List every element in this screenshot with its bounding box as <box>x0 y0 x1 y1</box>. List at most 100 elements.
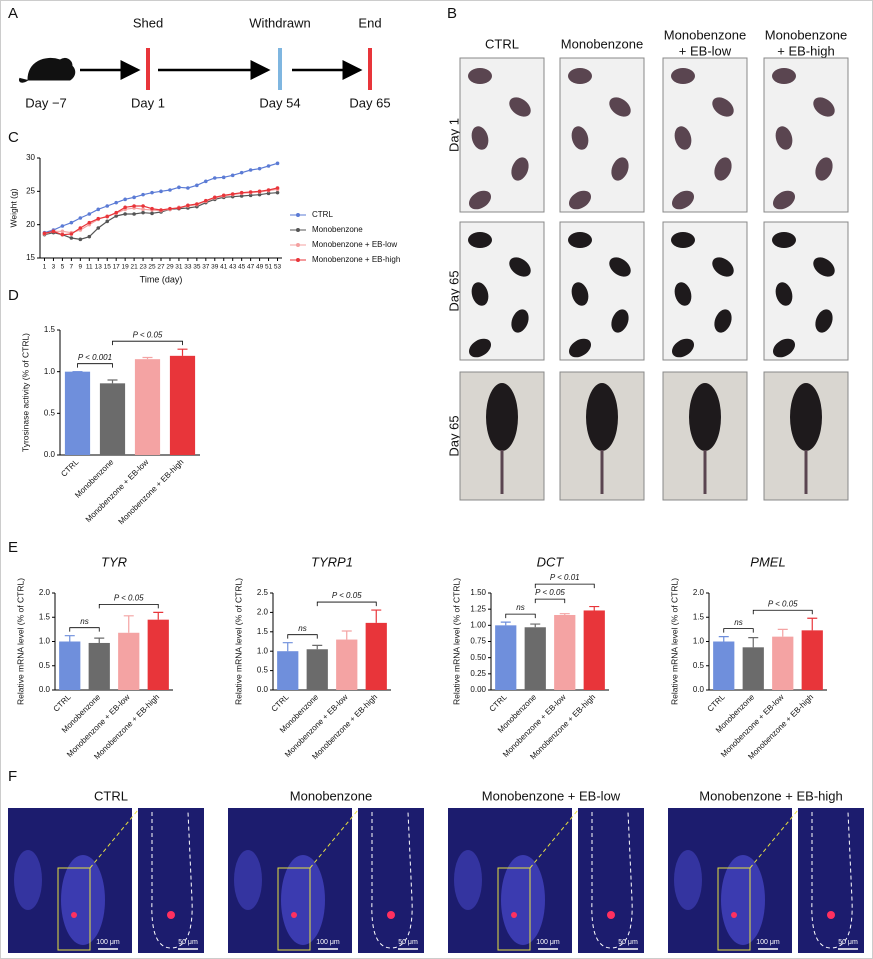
chart-title: DCT <box>537 554 565 569</box>
event-day: Day 1 <box>131 95 165 110</box>
row-label: Day 65 <box>446 415 461 456</box>
column-header: + EB-low <box>679 43 732 58</box>
row-label: Day 1 <box>446 118 461 152</box>
point <box>141 204 145 208</box>
bar <box>336 639 358 690</box>
row-label: Day 65 <box>446 270 461 311</box>
mouse <box>568 232 592 248</box>
follicle-outline <box>371 811 413 949</box>
mouse <box>611 309 629 333</box>
y-tick-label: 2.0 <box>257 608 269 617</box>
zoom-line <box>309 809 359 869</box>
significance: P < 0.05 <box>133 330 163 339</box>
y-tick-label: 0.0 <box>257 685 269 694</box>
point <box>78 226 83 230</box>
y-tick-label: 25 <box>26 186 35 195</box>
point <box>42 231 47 236</box>
mouse <box>813 97 835 117</box>
scale-bar-label: 50 μm <box>178 939 198 946</box>
mouse <box>486 383 518 451</box>
point <box>168 206 172 211</box>
x-tick-label: 47 <box>247 264 255 271</box>
error-bar <box>153 611 164 620</box>
follicle <box>454 850 482 910</box>
scale-bar-label: 100 μm <box>756 939 780 946</box>
mouse <box>772 338 796 358</box>
column-header: CTRL <box>485 36 519 51</box>
y-tick-label: 0.0 <box>44 450 56 459</box>
bar <box>583 610 605 690</box>
melanin-signal <box>731 912 737 918</box>
mouse <box>772 232 796 248</box>
bar <box>277 651 299 690</box>
y-axis-label: Relative mRNA level (% of CTRL) <box>451 578 461 705</box>
point <box>123 197 127 202</box>
bar <box>524 627 546 690</box>
x-tick-label: 3 <box>52 264 56 271</box>
bar <box>118 632 140 690</box>
point <box>159 189 163 194</box>
mouse <box>775 126 793 150</box>
point <box>132 195 136 200</box>
zoom-line <box>529 809 579 869</box>
point <box>204 179 208 184</box>
y-axis-label: Relative mRNA level (% of CTRL) <box>233 578 243 705</box>
follicle <box>61 855 105 945</box>
significance: ns <box>80 617 88 626</box>
follicle <box>14 850 42 910</box>
scale-bar-label: 100 μm <box>536 939 560 946</box>
significance: P < 0.01 <box>550 573 580 582</box>
column-header: Monobenzone <box>664 27 746 42</box>
error-bar <box>312 644 323 650</box>
point <box>195 183 199 188</box>
bar <box>99 383 126 455</box>
point <box>87 234 92 239</box>
event-name: Shed <box>133 15 163 30</box>
point <box>150 206 154 211</box>
point <box>105 219 110 224</box>
panel-letter: C <box>8 129 19 146</box>
error-bar <box>177 348 188 356</box>
point <box>51 229 56 234</box>
y-tick-label: 1.5 <box>39 612 51 621</box>
zoom-box <box>497 867 531 951</box>
column-header: Monobenzone <box>765 27 847 42</box>
point <box>212 195 217 200</box>
x-tick-label: 17 <box>113 264 121 271</box>
mouse <box>671 338 695 358</box>
melanin-signal <box>71 912 77 918</box>
panel-letter: A <box>8 5 18 22</box>
micrograph-title: Monobenzone <box>290 788 372 803</box>
bracket <box>316 601 377 607</box>
y-tick-label: 20 <box>26 220 35 229</box>
error-bar <box>107 379 118 384</box>
x-tick-label: 45 <box>238 264 246 271</box>
point <box>159 208 163 212</box>
x-tick-label: 7 <box>70 264 74 271</box>
panel-letter: E <box>8 539 18 556</box>
y-tick-label: 1.0 <box>39 637 51 646</box>
x-tick-label: 49 <box>256 264 264 271</box>
point <box>60 224 65 228</box>
y-tick-label: 0.5 <box>693 661 705 670</box>
point <box>221 193 226 198</box>
x-tick-label: 23 <box>139 264 147 271</box>
error-bar <box>123 615 134 633</box>
bracket <box>505 613 536 619</box>
x-tick-label: 35 <box>193 264 201 271</box>
x-tick-label: 29 <box>166 264 174 271</box>
mouse <box>790 383 822 451</box>
follicle <box>674 850 702 910</box>
micrograph-title: Monobenzone + EB-high <box>699 788 842 803</box>
x-tick-label: 43 <box>229 264 237 271</box>
x-tick-label: 27 <box>157 264 165 271</box>
timeline-start: Day −7 <box>25 95 67 110</box>
mouse <box>714 157 732 181</box>
point <box>221 175 226 180</box>
melanin-signal <box>291 912 297 918</box>
bar <box>169 355 196 455</box>
point <box>204 198 208 203</box>
bar <box>59 641 81 690</box>
y-tick-label: 2.0 <box>39 588 51 597</box>
